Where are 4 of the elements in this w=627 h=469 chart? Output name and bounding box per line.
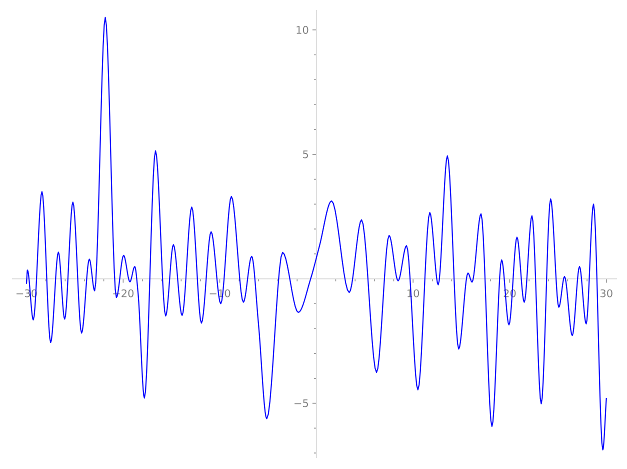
y-tick-label: 5	[303, 150, 308, 158]
x-tick-label: 30	[600, 289, 612, 298]
y-tick-label: −5	[294, 399, 308, 408]
y-tick-label: 10	[296, 26, 308, 34]
